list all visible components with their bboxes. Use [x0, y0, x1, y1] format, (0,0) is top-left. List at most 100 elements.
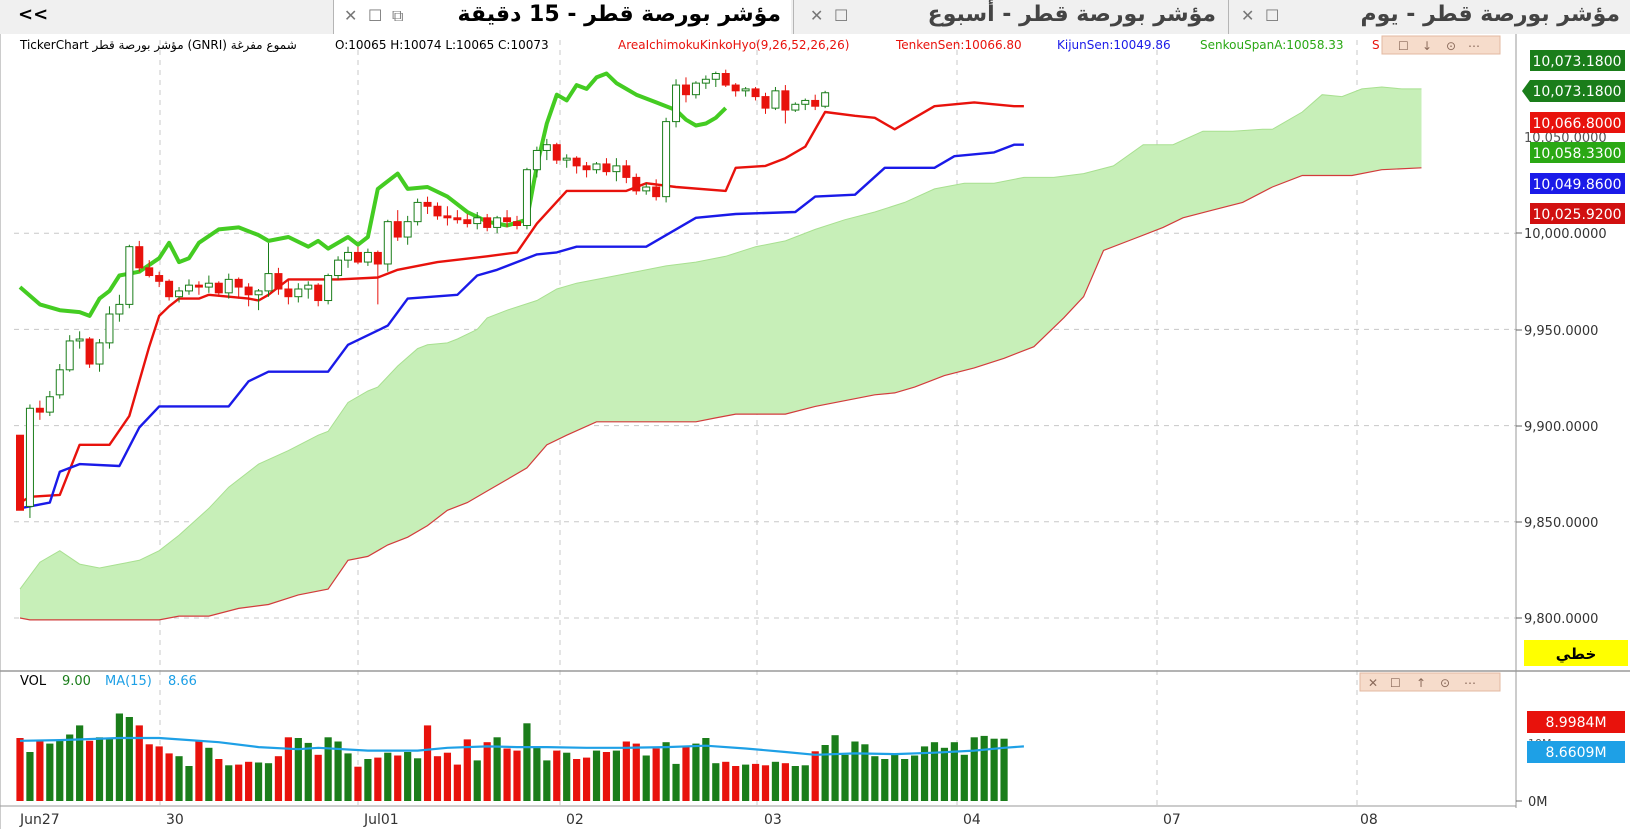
candle-body — [204, 282, 213, 288]
tab-qe-weekly[interactable]: ✕ ☐ مؤشر بورصة قطر - أسبوع — [793, 0, 1226, 34]
volume-legend: VOL 9.00 MA(15) 8.66 — [20, 674, 197, 689]
legend-overflow: S — [1372, 38, 1380, 52]
y-tick: 10,000.0000 — [1516, 227, 1607, 242]
volume-bar — [990, 738, 998, 801]
volume-bar — [563, 752, 571, 801]
volume-bar — [831, 735, 839, 801]
volume-bar — [384, 752, 392, 801]
tab-qe-daily[interactable]: ✕ ☐ مؤشر بورصة قطر - يوم — [1228, 0, 1630, 34]
candle-body — [652, 186, 661, 198]
candle-body — [383, 221, 392, 265]
volume-bar — [503, 748, 511, 801]
y-tick-label: 10,000.0000 — [1524, 227, 1607, 242]
kijun-legend: KijunSen:10049.86 — [1057, 38, 1171, 52]
volume-bar — [960, 754, 968, 801]
candle-body — [662, 121, 671, 198]
more-icon[interactable]: ⋯ — [1468, 39, 1480, 53]
settings-icon[interactable]: ⊙ — [1446, 39, 1456, 53]
price-badge-text: 10,073.1800 — [1532, 54, 1621, 70]
x-tick-label: 02 — [566, 812, 584, 828]
candle-body — [731, 84, 740, 92]
candle-body — [552, 144, 561, 161]
candle-body — [304, 284, 313, 290]
volume-bar — [254, 762, 263, 801]
volume-bar — [493, 737, 501, 801]
volume-bar — [672, 763, 680, 801]
volume-bars — [16, 713, 1024, 801]
candle-body — [85, 338, 94, 365]
volume-bar — [26, 752, 34, 801]
close-icon[interactable]: ✕ — [1241, 6, 1255, 25]
volume-bar — [652, 748, 660, 801]
chart-canvas[interactable]: 10,000.0000 9,950.0000 9,900.0000 9,850.… — [0, 34, 1630, 829]
arrow-down-icon[interactable]: ↓ — [1422, 39, 1432, 53]
close-icon[interactable]: ✕ — [344, 6, 358, 25]
collapse-panel-button[interactable]: << — [18, 4, 49, 25]
candle-body — [324, 275, 333, 302]
close-icon[interactable]: ✕ — [1368, 676, 1378, 690]
arrow-up-icon[interactable]: ↑ — [1416, 676, 1426, 690]
volume-bar — [980, 735, 988, 801]
maximize-icon[interactable]: ☐ — [1398, 39, 1409, 53]
volume-bar — [36, 741, 44, 801]
volume-bar — [582, 757, 591, 801]
volume-bar — [751, 763, 760, 801]
candle-body — [105, 313, 114, 344]
volume-bar — [414, 758, 422, 801]
volume-bar — [920, 746, 929, 801]
price-badge-tenkan: 10,066.8000 — [1530, 112, 1625, 133]
volume-bar — [404, 752, 412, 801]
candle-body — [532, 149, 541, 171]
price-badge-close: 10,073.1800 — [1522, 80, 1625, 102]
volume-bar — [821, 745, 829, 801]
volume-bar — [473, 760, 481, 801]
volume-bar — [722, 761, 730, 801]
maximize-icon[interactable]: ☐ — [1265, 6, 1280, 25]
volume-bar — [950, 742, 958, 801]
candle-body — [433, 205, 442, 217]
volume-bar — [881, 759, 889, 801]
maximize-icon[interactable]: ☐ — [834, 6, 849, 25]
volume-bar — [46, 743, 54, 801]
candle-body — [751, 88, 760, 98]
candle-body — [155, 275, 164, 282]
volume-bar — [761, 765, 770, 801]
price-badge-kijun: 10,049.8600 — [1530, 173, 1625, 194]
candle-body — [344, 251, 353, 261]
x-tick-label: 04 — [963, 812, 981, 828]
volume-bar — [841, 754, 849, 801]
y-tick-label: 9,850.0000 — [1524, 516, 1598, 531]
settings-icon[interactable]: ⊙ — [1440, 676, 1450, 690]
close-icon[interactable]: ✕ — [810, 6, 824, 25]
volume-ma-badge: 8.6609M — [1527, 741, 1625, 763]
kijunsen-line — [19, 143, 1024, 510]
ohlc-label: O:10065 H:10074 L:10065 C:10073 — [335, 38, 549, 52]
candle-body — [234, 278, 243, 288]
maximize-icon[interactable]: ☐ — [368, 6, 383, 25]
tab-title: مؤشر بورصة قطر - 15 دقيقة — [457, 2, 781, 27]
volume-bar — [304, 742, 312, 801]
volume-bar — [970, 737, 978, 801]
maximize-icon[interactable]: ☐ — [1390, 676, 1401, 690]
tab-qe-15min[interactable]: ✕ ☐ ⧉ مؤشر بورصة قطر - 15 دقيقة — [333, 0, 791, 34]
more-icon[interactable]: ⋯ — [1464, 676, 1476, 690]
volume-bar — [781, 763, 789, 801]
candle-body — [721, 73, 730, 86]
y-tick: 9,950.0000 — [1516, 324, 1598, 339]
volume-bar — [632, 743, 640, 801]
candle-body — [284, 288, 293, 298]
volume-bar — [851, 741, 859, 801]
drawing-mode-button[interactable]: خطي — [1524, 640, 1628, 666]
volume-bar — [175, 756, 183, 801]
volume-bar — [732, 766, 740, 801]
volume-bar — [940, 747, 949, 801]
drawing-mode-label: خطي — [1556, 645, 1597, 663]
candle-body — [542, 144, 551, 151]
senkou-a-legend: SenkouSpanA:10058.33 — [1200, 38, 1344, 52]
y-tick: 9,800.0000 — [1516, 612, 1598, 627]
popout-icon[interactable]: ⧉ — [392, 6, 404, 25]
volume-bar — [702, 738, 710, 801]
candle-body — [274, 273, 283, 290]
volume-bar — [85, 740, 94, 801]
candle-body — [522, 169, 531, 227]
